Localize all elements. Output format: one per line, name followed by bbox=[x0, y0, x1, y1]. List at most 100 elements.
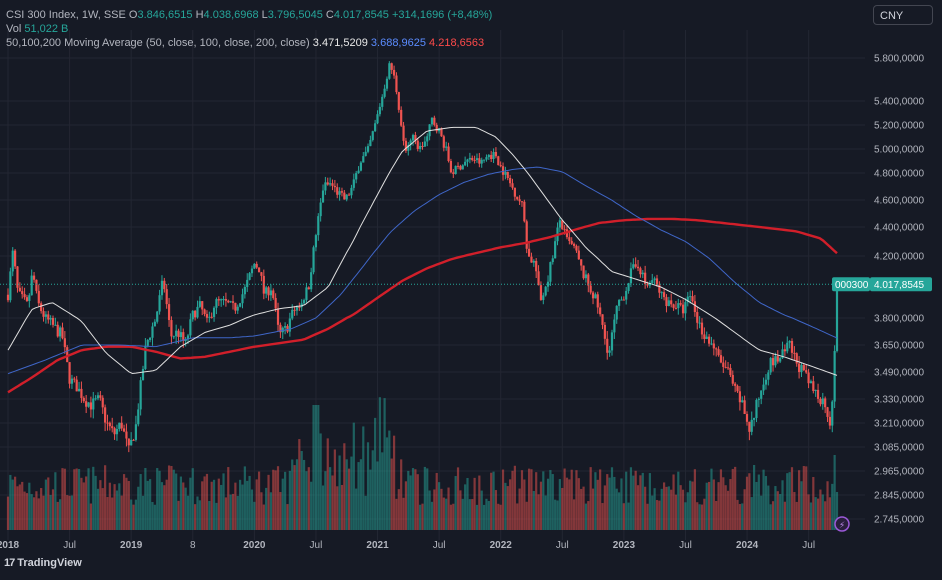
candle-body bbox=[781, 349, 784, 359]
volume-bar bbox=[70, 495, 74, 530]
candle-body bbox=[295, 306, 299, 311]
candle bbox=[284, 322, 287, 335]
volume-bar bbox=[435, 472, 438, 530]
candle bbox=[760, 390, 763, 405]
volume-bar bbox=[748, 473, 751, 530]
volume-bar bbox=[333, 449, 336, 530]
candle bbox=[788, 340, 791, 349]
candle bbox=[111, 417, 114, 433]
candle bbox=[397, 91, 400, 113]
candle bbox=[558, 217, 561, 233]
volume-bar bbox=[613, 476, 616, 530]
ma100-line bbox=[7, 166, 838, 375]
volume-bar bbox=[570, 469, 573, 530]
candle bbox=[374, 119, 377, 133]
candle-body bbox=[63, 338, 66, 348]
candle bbox=[40, 301, 43, 314]
candle bbox=[130, 432, 133, 446]
candle-body bbox=[134, 424, 138, 440]
events-icon-circle[interactable] bbox=[834, 516, 850, 532]
candle-body bbox=[722, 362, 725, 367]
y-tick-label: 4.600,0000 bbox=[874, 196, 924, 207]
volume-bar bbox=[781, 480, 784, 530]
volume-bar bbox=[404, 481, 408, 530]
volume-bar bbox=[760, 495, 763, 530]
volume-bar bbox=[286, 504, 289, 530]
volume-bar bbox=[14, 476, 17, 530]
volume-bar bbox=[284, 471, 287, 530]
time-axis[interactable]: 2018 Jul 2019 8 2020 Jul 2021 Jul 2022 Jul 2023 Jul… bbox=[0, 540, 815, 551]
candle bbox=[241, 288, 244, 309]
volume-bar bbox=[35, 491, 38, 530]
candle-body bbox=[814, 389, 817, 391]
candle-body bbox=[684, 302, 687, 314]
currency-button[interactable]: CNY bbox=[873, 5, 933, 25]
volume-bar bbox=[719, 469, 723, 530]
volume-bar bbox=[433, 489, 436, 530]
candle-body bbox=[66, 347, 69, 363]
volume-bar bbox=[606, 474, 609, 530]
volume-bar bbox=[743, 489, 746, 530]
volume-bar bbox=[329, 467, 332, 530]
candle-body bbox=[321, 190, 325, 203]
volume-bar bbox=[92, 466, 95, 530]
candle bbox=[577, 245, 580, 260]
tradingview-brand[interactable]: 17 TradingView bbox=[4, 557, 82, 569]
candle bbox=[726, 361, 730, 371]
candle bbox=[16, 266, 19, 293]
candle-body bbox=[257, 267, 261, 273]
volume-bar bbox=[236, 495, 239, 530]
candle-body bbox=[32, 275, 36, 280]
volume-bar bbox=[589, 467, 592, 530]
candle bbox=[738, 386, 741, 411]
candle-body bbox=[409, 140, 412, 146]
events-icon[interactable]: ⚡ bbox=[834, 516, 850, 532]
volume-bar bbox=[736, 499, 739, 530]
footer-bar bbox=[0, 552, 942, 580]
volume-bar bbox=[134, 499, 138, 530]
volume-label[interactable]: Vol bbox=[6, 23, 22, 35]
volume-bar bbox=[63, 468, 66, 530]
volume-bar bbox=[644, 486, 647, 530]
candle bbox=[276, 302, 280, 331]
candle-body bbox=[6, 294, 10, 301]
volume-bar bbox=[786, 473, 789, 530]
ma-label[interactable]: 50,100,200 Moving Average (50, close, 10… bbox=[6, 37, 310, 49]
candle-body bbox=[610, 332, 614, 351]
candle-body bbox=[392, 69, 396, 76]
candle bbox=[814, 389, 817, 397]
volume-bar bbox=[466, 478, 469, 530]
candle bbox=[243, 284, 246, 299]
legend-symbol[interactable]: CSI 300 Index, 1W, SSE bbox=[6, 9, 126, 21]
volume-bar bbox=[563, 468, 566, 530]
volume-bar bbox=[741, 503, 744, 530]
candle-body bbox=[639, 268, 642, 275]
candle bbox=[125, 423, 128, 447]
volume-bar bbox=[459, 490, 462, 530]
volume-bar bbox=[665, 486, 668, 530]
candle bbox=[674, 301, 678, 310]
volume-bar bbox=[215, 502, 218, 530]
candle bbox=[160, 275, 164, 300]
candle-body bbox=[338, 191, 341, 195]
candle bbox=[385, 76, 389, 92]
candle-body bbox=[518, 199, 521, 202]
candle-body bbox=[395, 75, 398, 93]
candle-body bbox=[324, 182, 327, 191]
volume-bar bbox=[805, 466, 808, 530]
candle-body bbox=[312, 247, 315, 273]
price-axis[interactable]: 5.800,0000 5.400,0000 5.200,0000 5.000,0000… bbox=[874, 54, 924, 526]
candle bbox=[307, 286, 310, 290]
candle-body bbox=[693, 301, 696, 313]
candle-body bbox=[73, 378, 76, 380]
candle-body bbox=[222, 298, 225, 300]
candle-body bbox=[660, 292, 663, 294]
volume-bar bbox=[170, 465, 173, 530]
volume-bar bbox=[449, 504, 453, 530]
volume-bar bbox=[371, 450, 374, 530]
volume-bar bbox=[722, 477, 725, 530]
candle-body bbox=[824, 398, 827, 408]
candle bbox=[499, 161, 502, 168]
candle-body bbox=[343, 192, 346, 200]
